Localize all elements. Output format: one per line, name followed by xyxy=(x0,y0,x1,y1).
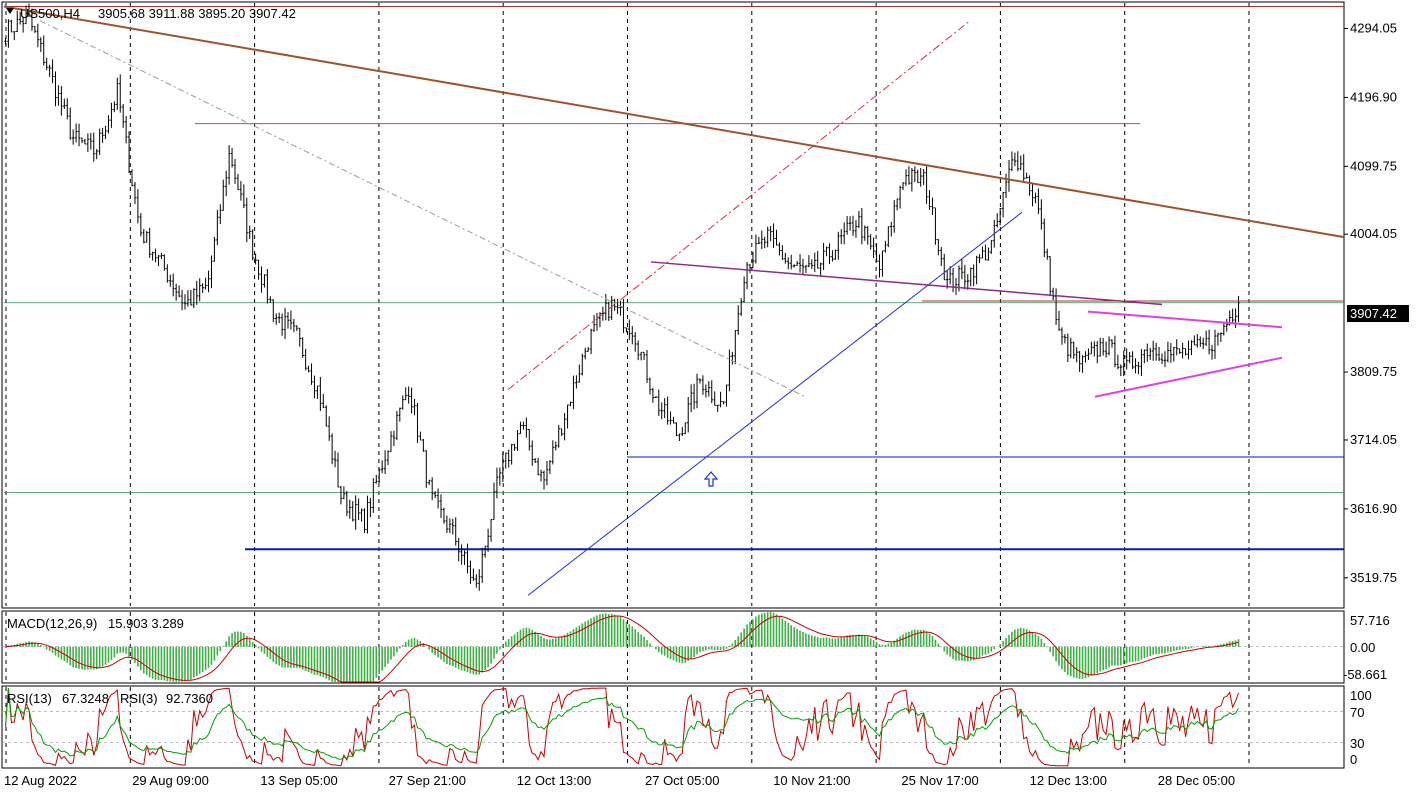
time-tick-label: 12 Aug 2022 xyxy=(4,773,77,788)
macd-title: MACD(12,26,9) xyxy=(7,616,97,631)
price-axis: 4294.05 4196.90 4099.75 4004.05 3809.75 3714.… xyxy=(1344,21,1397,585)
time-tick-label: 28 Dec 05:00 xyxy=(1158,773,1235,788)
rsi13-line xyxy=(5,687,1239,760)
rsi3-value: 92.7360 xyxy=(166,691,213,706)
price-tick-label: 3519.75 xyxy=(1350,570,1397,585)
drawings xyxy=(3,5,1345,596)
rsi-tick-70: 70 xyxy=(1350,705,1364,720)
price-tick-label: 4196.90 xyxy=(1350,89,1397,104)
price-tick-label: 4004.05 xyxy=(1350,226,1397,241)
triangle-lower-line xyxy=(1094,356,1283,398)
macd-tick-top: 57.716 xyxy=(1350,613,1390,628)
macd-tick-bottom: -58.661 xyxy=(1343,667,1387,682)
time-tick-label: 10 Nov 21:00 xyxy=(773,773,850,788)
time-axis: 12 Aug 2022 29 Aug 09:00 13 Sep 05:00 27 Se… xyxy=(4,773,1235,788)
up-arrow-icon xyxy=(703,471,719,487)
rsi3-title: RSI(3) xyxy=(120,691,158,706)
rsi13-title: RSI(13) xyxy=(7,691,52,706)
time-tick-label: 12 Dec 13:00 xyxy=(1030,773,1107,788)
macd-values: 15.903 3.289 xyxy=(108,616,184,631)
time-tick-label: 29 Aug 09:00 xyxy=(132,773,209,788)
rsi-panel-frame xyxy=(1,685,1345,769)
time-tick-label: 27 Sep 21:00 xyxy=(389,773,466,788)
time-tick-label: 25 Nov 17:00 xyxy=(901,773,978,788)
main-panel-frame xyxy=(1,1,1345,609)
horizontal-lines xyxy=(4,6,1344,551)
rsi-tick-30: 30 xyxy=(1350,736,1364,751)
current-price-value: 3907.42 xyxy=(1350,306,1397,321)
channel-upper-line xyxy=(507,20,971,391)
price-tick-label: 4099.75 xyxy=(1350,158,1397,173)
price-tick-label: 3714.05 xyxy=(1350,432,1397,447)
rsi-tick-0: 0 xyxy=(1350,752,1357,767)
time-tick-label: 27 Oct 05:00 xyxy=(645,773,719,788)
current-price-tag xyxy=(1347,305,1409,322)
rsi-tick-100: 100 xyxy=(1350,688,1372,703)
ohlc-label: 3905.68 3911.88 3895.20 3907.42 xyxy=(98,6,296,21)
channel-support-line xyxy=(527,211,1023,596)
rsi13-value: 67.3248 xyxy=(62,691,109,706)
price-tick-label: 3616.90 xyxy=(1350,501,1397,516)
main-downtrend-line xyxy=(3,5,1345,239)
time-tick-label: 13 Sep 05:00 xyxy=(260,773,337,788)
macd-indicator xyxy=(2,612,1344,683)
price-tick-label: 4294.05 xyxy=(1350,21,1397,36)
rsi3-line xyxy=(5,687,1239,767)
macd-signal-line xyxy=(5,615,1239,683)
candles xyxy=(4,3,1240,591)
triangle-upper-line xyxy=(1087,310,1283,329)
macd-tick-zero: 0.00 xyxy=(1350,640,1375,655)
price-tick-label: 3809.75 xyxy=(1350,364,1397,379)
time-tick-label: 12 Oct 13:00 xyxy=(517,773,591,788)
neckline-line xyxy=(650,261,1163,306)
gray-trend-line xyxy=(39,20,806,398)
symbol-label: US500,H4 xyxy=(20,6,80,21)
rsi-indicator xyxy=(2,687,1344,767)
symbol-dropdown-icon[interactable] xyxy=(6,8,14,14)
